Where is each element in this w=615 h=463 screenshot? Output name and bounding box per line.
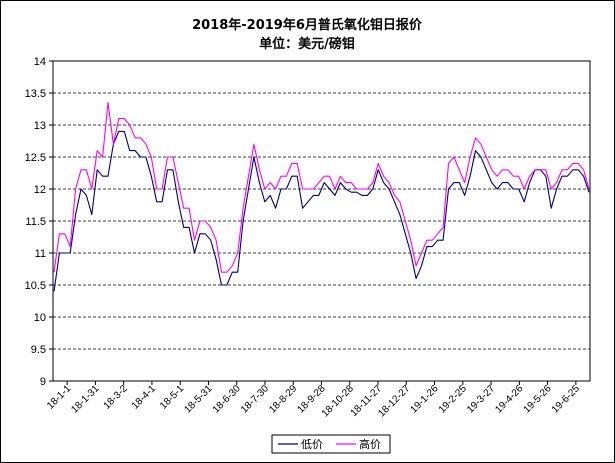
x-tick-label: 18-12-27: [376, 383, 412, 419]
legend-label-high: 高价: [359, 437, 381, 451]
x-tick-label: 18-6-30: [211, 383, 243, 415]
series-line-low: [53, 130, 590, 292]
x-tick-label: 18-4-1: [130, 383, 159, 412]
y-axis: 9 9.5 10 10.5 11 11.5 12 12.5 13 13.5 14: [25, 56, 53, 388]
y-tick-label: 12: [34, 184, 46, 196]
x-tick-label: 19-2-25: [437, 383, 469, 415]
chart-title: 2018年-2019年6月普氏氧化钼日报价: [192, 17, 423, 33]
x-tick-label: 18-8-29: [267, 383, 299, 415]
y-tick-label: 10: [34, 312, 46, 324]
series-line-high: [53, 102, 590, 273]
legend: 低价 高价: [271, 434, 391, 454]
x-tick-label: 18-3-2: [102, 383, 131, 412]
y-tick-label: 9.5: [31, 344, 46, 356]
x-tick-label: 18-7-30: [239, 383, 271, 415]
x-tick-label: 19-5-26: [522, 383, 554, 415]
y-tick-label: 14: [34, 56, 46, 68]
series-lines: [53, 102, 590, 292]
x-tick-label: 18-5-31: [182, 383, 214, 415]
y-tick-label: 10.5: [25, 280, 46, 292]
legend-label-low: 低价: [301, 438, 323, 451]
x-axis: 18-1-118-1-31 18-3-2 18-4-1 18-5-118-5-3118…: [45, 381, 582, 419]
x-tick-label: 18-1-31: [69, 383, 101, 415]
y-tick-label: 13.5: [25, 88, 46, 100]
x-tick-label: 19-3-27: [465, 383, 497, 415]
legend-box: [271, 434, 391, 454]
y-tick-label: 11: [35, 248, 46, 260]
y-tick-label: 9: [40, 376, 46, 388]
y-tick-label: 12.5: [25, 152, 46, 164]
x-tick-label: 19-1-26: [409, 383, 441, 415]
chart-subtitle: 单位：美元/磅钼: [259, 36, 355, 52]
y-tick-label: 11.5: [25, 216, 46, 228]
y-tick-label: 13: [34, 120, 46, 132]
grid-lines: [53, 92, 590, 350]
x-tick-label: 19-6-25: [550, 383, 582, 415]
x-tick-label: 19-4-26: [493, 383, 525, 415]
